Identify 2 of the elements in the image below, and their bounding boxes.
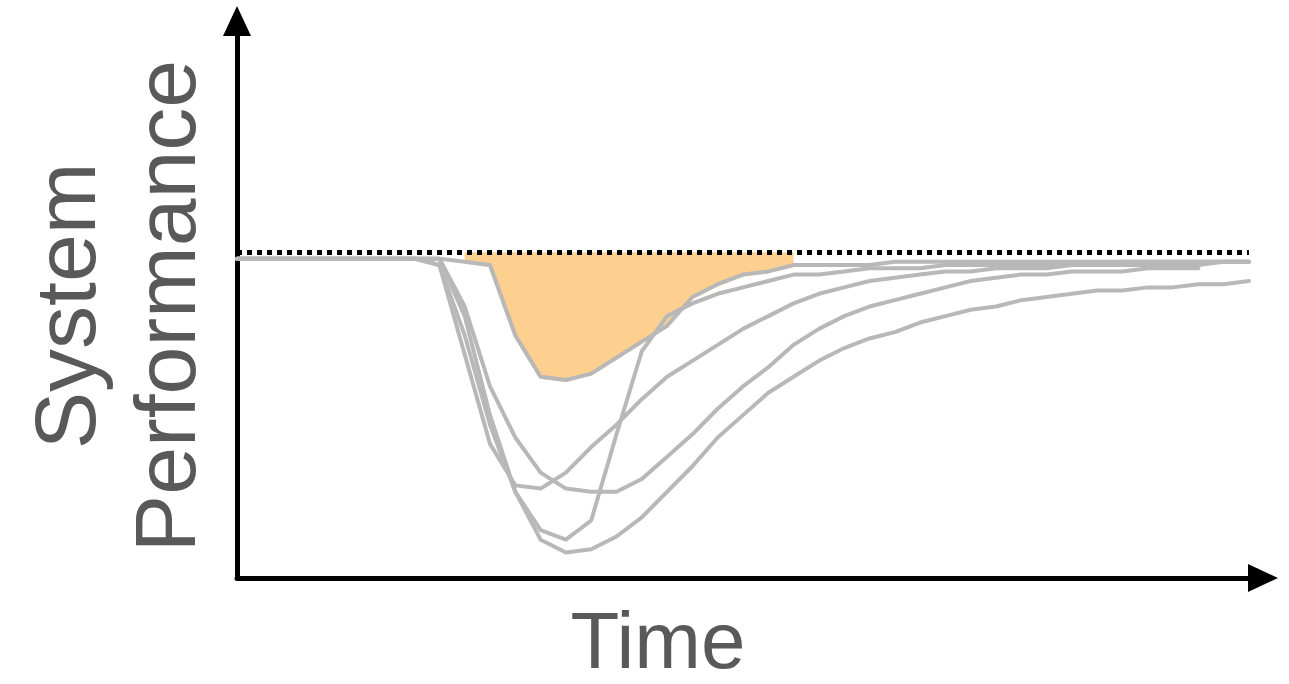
x-axis-title: Time bbox=[570, 595, 746, 684]
y-axis-title: System Performance bbox=[17, 59, 213, 553]
